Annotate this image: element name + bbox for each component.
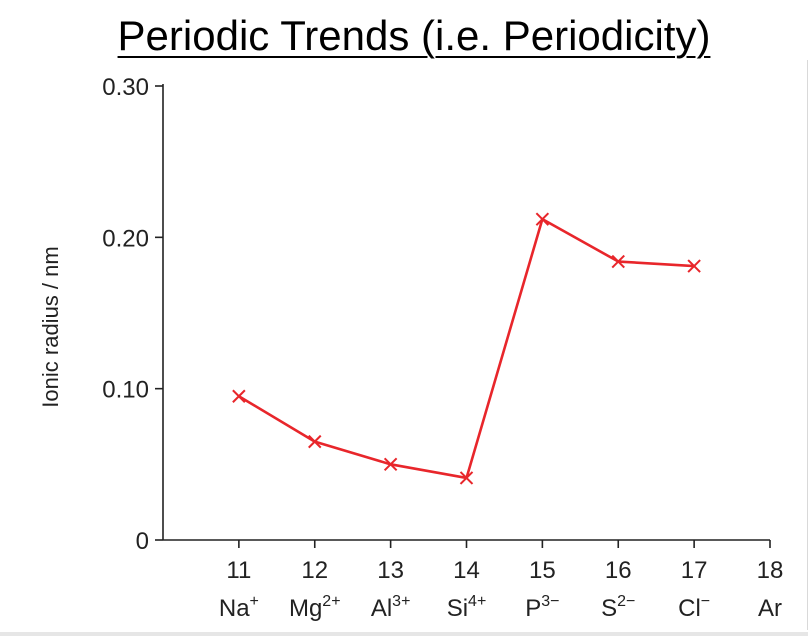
marker-stroke: [459, 471, 474, 485]
marker-stroke: [687, 259, 701, 273]
x-tick-ion-label: Si4+: [447, 593, 487, 622]
data-point-marker: [535, 212, 550, 226]
x-tick-ion-label: Cl−: [678, 593, 710, 622]
ion-charge: 4+: [468, 593, 486, 610]
y-tick-label: 0.10: [102, 377, 149, 404]
y-tick-label: 0: [136, 528, 149, 555]
slide-frame-edge: [795, 60, 808, 630]
x-tick-ion-label: S2−: [601, 593, 635, 622]
x-tick-number: 14: [453, 557, 480, 584]
data-point-marker: [383, 457, 398, 472]
marker-stroke: [308, 434, 322, 449]
ion-symbol: Na: [219, 595, 250, 622]
data-point-marker: [459, 471, 474, 485]
x-tick-number: 18: [757, 557, 784, 584]
x-tick-ion-label: P3−: [525, 593, 559, 622]
x-tick-number: 15: [529, 557, 556, 584]
ion-symbol: Al: [371, 595, 392, 622]
ion-symbol: Ar: [758, 595, 782, 622]
ion-symbol: S: [601, 595, 617, 622]
x-tick-number: 12: [301, 557, 328, 584]
y-tick-label: 0.30: [102, 74, 149, 101]
marker-stroke: [535, 212, 550, 226]
x-tick-number: 17: [681, 557, 708, 584]
data-point-marker: [232, 389, 246, 403]
marker-stroke: [232, 389, 246, 403]
marker-stroke: [611, 254, 625, 269]
x-tick-ion-label: Al3+: [371, 593, 411, 622]
series: [232, 212, 701, 485]
series-line: [238, 217, 695, 480]
data-point-marker: [611, 254, 625, 269]
data-point-marker: [308, 434, 322, 449]
ion-charge: 3−: [541, 593, 559, 610]
ion-charge: 2+: [322, 593, 340, 610]
ion-charge: −: [701, 593, 710, 610]
x-tick-ion-label: Ar: [758, 595, 782, 622]
ion-symbol: Si: [447, 595, 468, 622]
x-tick-number: 16: [605, 557, 632, 584]
x-tick-ion-label: Na+: [219, 593, 259, 622]
ion-symbol: Mg: [289, 595, 322, 622]
bottom-divider: [0, 632, 808, 636]
x-tick-ion-label: Mg2+: [289, 593, 341, 622]
x-tick-number: 11: [226, 557, 251, 584]
ion-charge: 3+: [392, 593, 410, 610]
data-point-marker: [687, 259, 701, 273]
y-axis-label: Ionic radius / nm: [38, 246, 63, 407]
slide-title: Periodic Trends (i.e. Periodicity): [117, 12, 711, 59]
ion-symbol: Cl: [678, 595, 701, 622]
ion-symbol: P: [525, 595, 541, 622]
marker-stroke: [383, 457, 398, 472]
ion-charge: +: [250, 593, 259, 610]
x-tick-number: 13: [377, 557, 404, 584]
ion-charge: 2−: [617, 593, 635, 610]
y-tick-label: 0.20: [102, 225, 149, 252]
